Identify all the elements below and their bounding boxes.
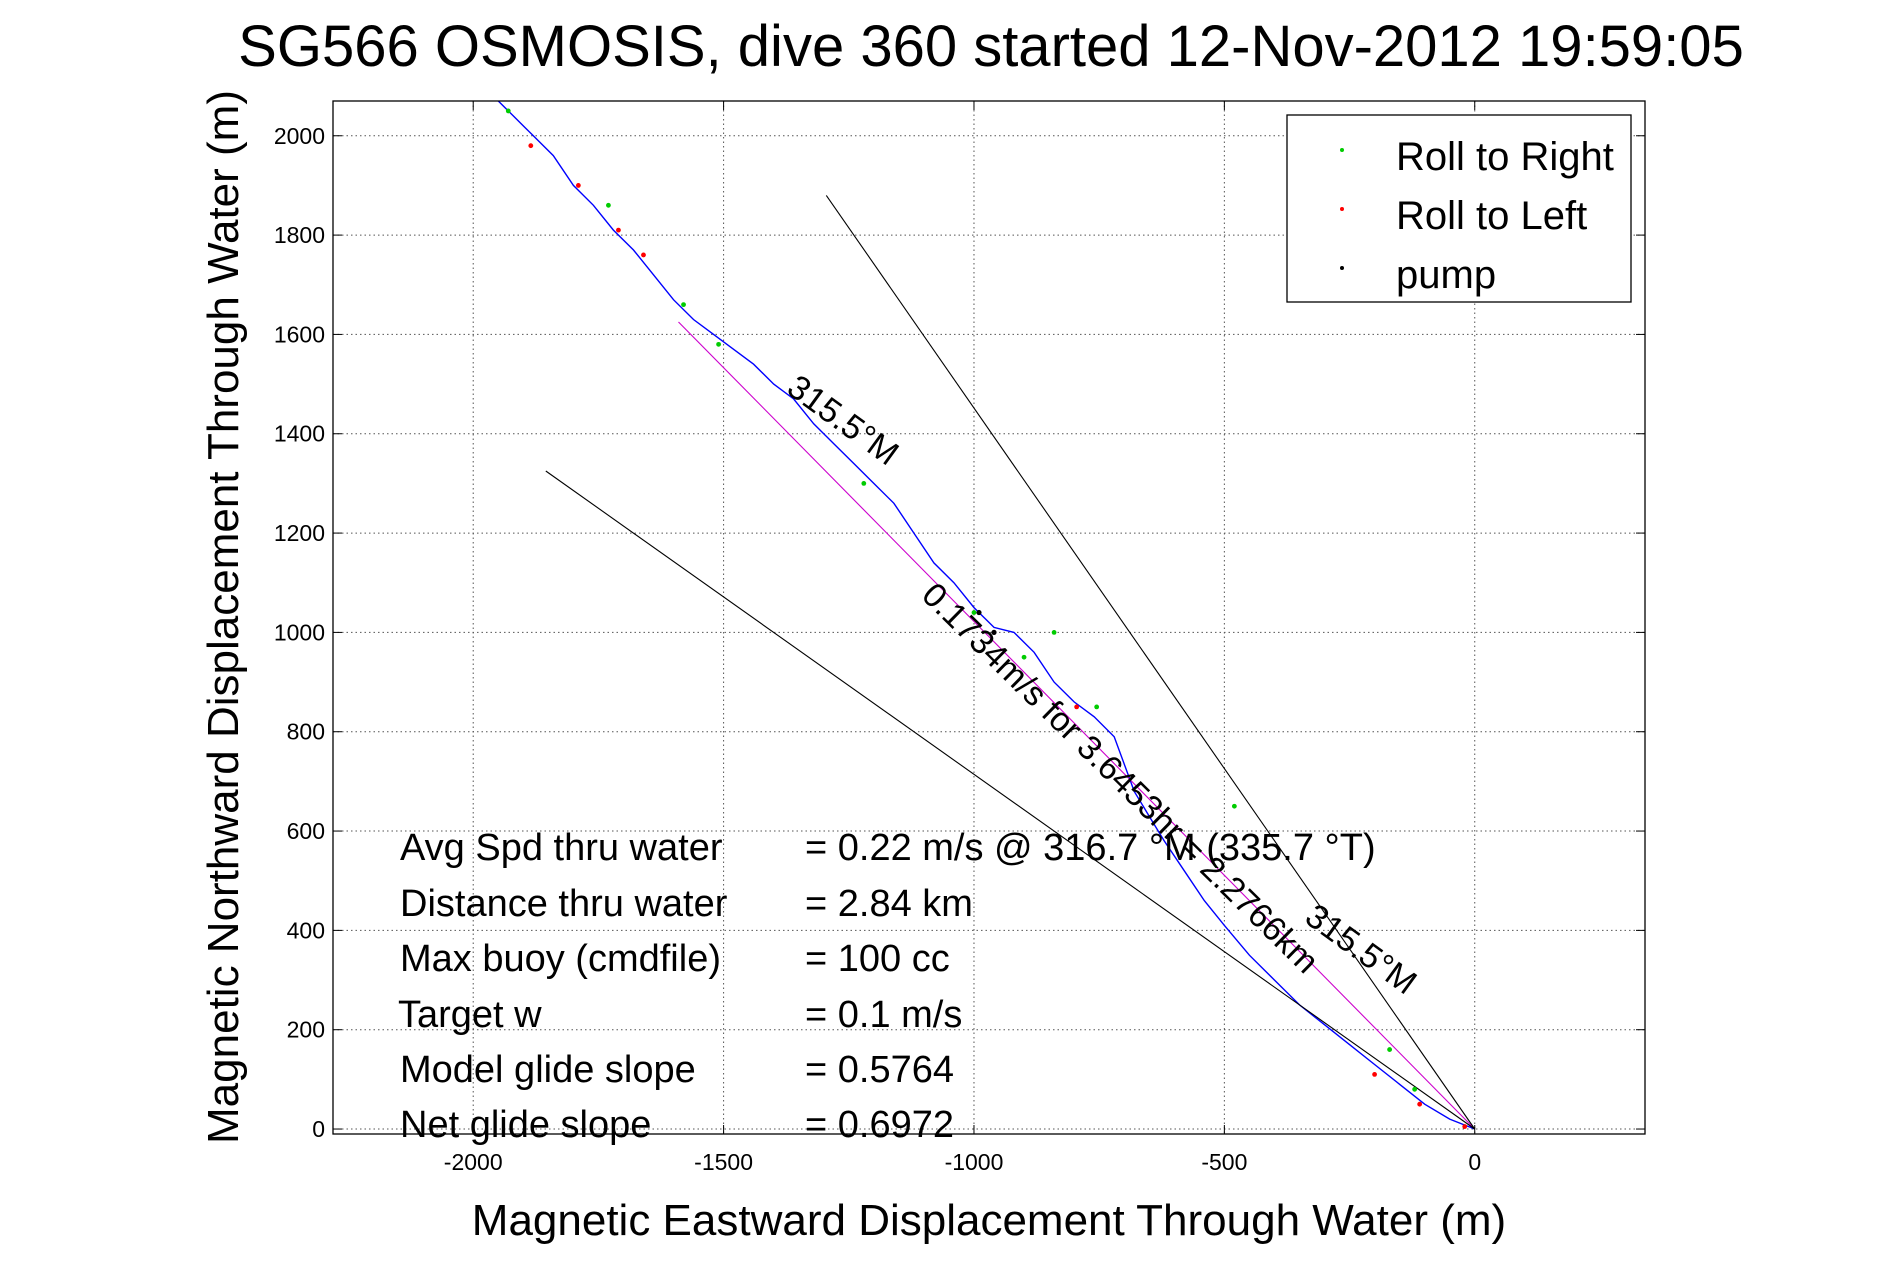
roll-right-point (505, 108, 511, 114)
legend-label-pump: pump (1396, 253, 1496, 297)
legend-label-roll-right: Roll to Right (1396, 135, 1614, 179)
y-tick-label: 600 (287, 818, 325, 844)
y-tick-label: 1200 (274, 520, 325, 546)
stat-value-5: = 0.6972 (805, 1104, 954, 1146)
roll-right-point (681, 302, 686, 308)
series-layer (497, 100, 1476, 1130)
roll-right-point (1051, 629, 1057, 635)
stat-value-1: = 2.84 km (805, 883, 973, 925)
roll-left-point (616, 227, 621, 233)
plot-frame (332, 100, 1646, 1135)
y-axis-label: Magnetic Northward Displacement Through … (199, 90, 248, 1144)
roll-right-point (1094, 704, 1100, 710)
series-heading-line-2 (545, 470, 1476, 1130)
x-axis-label: Magnetic Eastward Displacement Through W… (472, 1196, 1506, 1245)
y-tick-label: 2000 (274, 123, 325, 149)
x-tick-label: 0 (1468, 1149, 1481, 1175)
pump-point (976, 609, 982, 616)
y-tick-label: 200 (287, 1017, 325, 1043)
legend-label-roll-left: Roll to Left (1396, 194, 1587, 238)
x-tick-label: -1000 (945, 1149, 1004, 1175)
y-tick-label: 800 (287, 719, 325, 745)
y-tick-label: 400 (287, 917, 325, 943)
stat-label-4: Model glide slope (400, 1049, 696, 1091)
y-tick-label: 1000 (274, 619, 325, 645)
y-tick-label: 0 (312, 1116, 325, 1142)
roll-right-point (1021, 654, 1027, 660)
axis-ticks: -2000 -1500 -1000 -500 0 0 200 400 600 800 1000 120… (274, 101, 1645, 1175)
stat-value-4: = 0.5764 (805, 1049, 954, 1091)
y-tick-label: 1800 (274, 222, 325, 248)
roll-left-point (1462, 1124, 1468, 1129)
x-tick-label: -1500 (694, 1149, 753, 1175)
roll-left-point (1074, 704, 1080, 710)
stat-label-5: Net glide slope (400, 1104, 651, 1146)
y-tick-label: 1400 (274, 421, 325, 447)
series-track (497, 100, 1475, 1130)
roll-right-point (606, 202, 611, 208)
roll-left-point (1372, 1072, 1377, 1077)
stat-label-0: Avg Spd thru water (400, 827, 723, 869)
roll-right-point (861, 481, 867, 486)
stats-block: Avg Spd thru water Distance thru water M… (398, 827, 1376, 1146)
stat-label-1: Distance thru water (400, 883, 728, 925)
roll-right-point (1231, 803, 1237, 809)
stat-label-2: Max buoy (cmdfile) (400, 938, 721, 980)
roll-left-point (1417, 1101, 1423, 1107)
legend: Roll to Right Roll to Left pump (1286, 114, 1632, 303)
roll-right-point (1387, 1047, 1393, 1052)
roll-right-point (716, 341, 721, 347)
stat-label-3: Target w (398, 994, 542, 1036)
legend-marker-pump (1340, 266, 1344, 270)
stat-value-3: = 0.1 m/s (805, 994, 962, 1036)
roll-left-point (575, 183, 581, 188)
marker-layer (505, 108, 1468, 1129)
y-tick-label: 1600 (274, 321, 325, 347)
chart-title: SG566 OSMOSIS, dive 360 started 12-Nov-2… (238, 14, 1744, 79)
legend-box (1286, 114, 1632, 303)
x-tick-label: -2000 (444, 1149, 503, 1175)
roll-left-point (528, 143, 534, 149)
roll-right-point (971, 610, 977, 615)
legend-marker-roll-right (1340, 148, 1344, 152)
roll-left-point (641, 252, 646, 258)
stat-value-2: = 100 cc (805, 938, 950, 980)
stat-value-0: = 0.22 m/s @ 316.7 °M (335.7 °T) (805, 827, 1376, 869)
pump-point (991, 629, 997, 635)
series-net-displacement (678, 321, 1476, 1130)
legend-marker-roll-left (1340, 207, 1344, 211)
x-tick-label: -500 (1201, 1149, 1247, 1175)
series-heading-line-1 (825, 195, 1476, 1130)
roll-right-point (1412, 1086, 1418, 1092)
